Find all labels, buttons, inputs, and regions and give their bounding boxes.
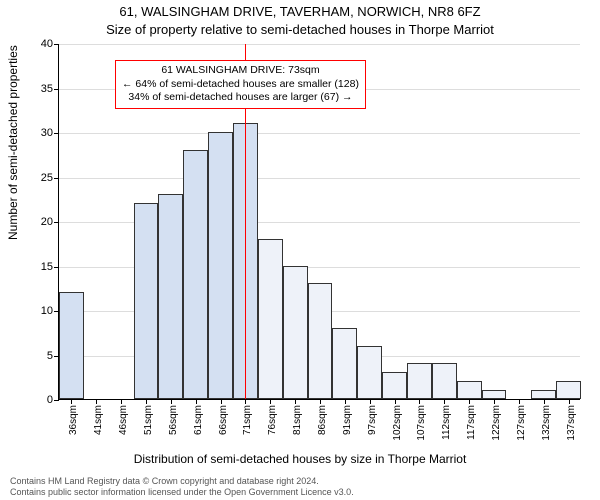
histogram-bar <box>556 381 581 399</box>
ytick-label: 40 <box>29 38 59 50</box>
xtick-label: 76sqm <box>267 405 278 435</box>
xtick-label: 86sqm <box>317 405 328 435</box>
xtick-label: 97sqm <box>367 405 378 435</box>
xtick-label: 132sqm <box>541 405 552 441</box>
xtick-mark <box>370 399 371 404</box>
histogram-bar <box>59 292 84 399</box>
credit-line2: Contains public sector information licen… <box>10 487 354 497</box>
xtick-mark <box>71 399 72 404</box>
xtick-mark <box>320 399 321 404</box>
xtick-label: 112sqm <box>441 405 452 440</box>
ytick-label: 30 <box>29 127 59 139</box>
chart-container: 61, WALSINGHAM DRIVE, TAVERHAM, NORWICH,… <box>0 0 600 500</box>
gridline <box>59 178 580 179</box>
histogram-bar <box>332 328 357 399</box>
histogram-bar <box>407 363 432 399</box>
xtick-mark <box>444 399 445 404</box>
histogram-bar <box>457 381 482 399</box>
gridline <box>59 44 580 45</box>
credit-line1: Contains HM Land Registry data © Crown c… <box>10 476 319 486</box>
xtick-label: 46sqm <box>118 405 129 435</box>
info-box-line1: 61 WALSINGHAM DRIVE: 73sqm <box>122 64 359 78</box>
x-axis-label: Distribution of semi-detached houses by … <box>0 452 600 466</box>
xtick-label: 122sqm <box>491 405 502 441</box>
xtick-label: 71sqm <box>242 405 253 435</box>
histogram-bar <box>308 283 333 399</box>
plot-area: 051015202530354036sqm41sqm46sqm51sqm56sq… <box>58 44 580 400</box>
info-box-line3: 34% of semi-detached houses are larger (… <box>122 91 359 105</box>
xtick-label: 61sqm <box>193 405 204 435</box>
histogram-bar <box>283 266 308 400</box>
histogram-bar <box>432 363 457 399</box>
title-address: 61, WALSINGHAM DRIVE, TAVERHAM, NORWICH,… <box>0 4 600 19</box>
xtick-mark <box>121 399 122 404</box>
credit-text: Contains HM Land Registry data © Crown c… <box>10 476 590 498</box>
histogram-bar <box>208 132 233 399</box>
info-box-line2: ← 64% of semi-detached houses are smalle… <box>122 78 359 92</box>
ytick-label: 0 <box>29 394 59 406</box>
title-subtitle: Size of property relative to semi-detach… <box>0 22 600 37</box>
xtick-mark <box>345 399 346 404</box>
ytick-label: 20 <box>29 216 59 228</box>
info-box: 61 WALSINGHAM DRIVE: 73sqm← 64% of semi-… <box>115 60 366 109</box>
xtick-mark <box>469 399 470 404</box>
xtick-mark <box>146 399 147 404</box>
xtick-label: 91sqm <box>342 405 353 435</box>
xtick-mark <box>544 399 545 404</box>
xtick-label: 117sqm <box>466 405 477 440</box>
xtick-mark <box>270 399 271 404</box>
xtick-mark <box>569 399 570 404</box>
xtick-mark <box>395 399 396 404</box>
xtick-mark <box>221 399 222 404</box>
xtick-label: 127sqm <box>516 405 527 441</box>
histogram-bar <box>382 372 407 399</box>
xtick-mark <box>519 399 520 404</box>
histogram-bar <box>134 203 159 399</box>
xtick-label: 81sqm <box>292 405 303 435</box>
xtick-mark <box>245 399 246 404</box>
ytick-label: 15 <box>29 261 59 273</box>
histogram-bar <box>183 150 208 399</box>
xtick-mark <box>171 399 172 404</box>
xtick-mark <box>419 399 420 404</box>
ytick-label: 10 <box>29 305 59 317</box>
gridline <box>59 133 580 134</box>
histogram-bar <box>357 346 382 399</box>
ytick-label: 35 <box>29 83 59 95</box>
xtick-label: 102sqm <box>392 405 403 441</box>
xtick-label: 41sqm <box>93 405 104 435</box>
ytick-label: 25 <box>29 172 59 184</box>
xtick-label: 66sqm <box>218 405 229 435</box>
xtick-mark <box>96 399 97 404</box>
xtick-label: 51sqm <box>143 405 154 435</box>
xtick-label: 56sqm <box>168 405 179 435</box>
histogram-bar <box>482 390 507 399</box>
xtick-mark <box>295 399 296 404</box>
y-axis-label: Number of semi-detached properties <box>6 45 20 240</box>
xtick-label: 137sqm <box>566 405 577 441</box>
xtick-label: 107sqm <box>416 405 427 441</box>
ytick-label: 5 <box>29 350 59 362</box>
xtick-mark <box>494 399 495 404</box>
histogram-bar <box>158 194 183 399</box>
xtick-label: 36sqm <box>68 405 79 435</box>
xtick-mark <box>196 399 197 404</box>
histogram-bar <box>258 239 283 399</box>
histogram-bar <box>531 390 556 399</box>
